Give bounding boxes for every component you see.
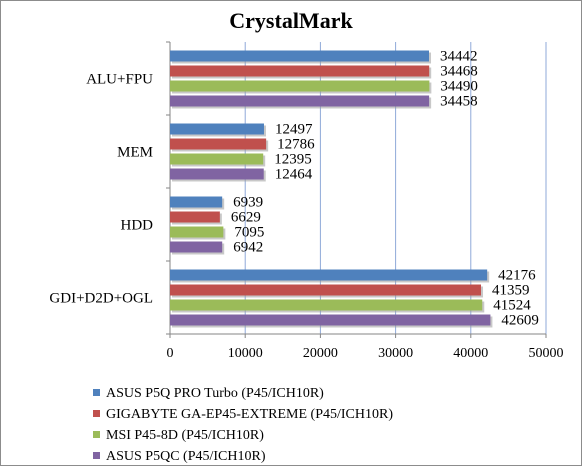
bar [170, 284, 482, 296]
legend-swatch [93, 431, 100, 439]
data-label: 34458 [440, 94, 478, 110]
bar [170, 269, 488, 281]
bar [170, 65, 430, 77]
bar [170, 95, 430, 107]
data-label: 6942 [233, 240, 263, 256]
bar [170, 226, 224, 238]
legend-item: GIGABYTE GA-EP45-EXTREME (P45/ICH10R) [93, 404, 393, 425]
data-label: 12786 [277, 137, 315, 153]
bar [170, 138, 267, 150]
data-label: 34490 [440, 79, 478, 95]
legend-item: ASUS P5QC (P45/ICH10R) [93, 446, 393, 467]
x-tick-label: 40000 [453, 346, 488, 361]
bar [170, 211, 220, 223]
bar [170, 314, 491, 326]
y-category-label: ALU+FPU [86, 72, 153, 88]
x-tick-label: 30000 [378, 346, 413, 361]
bar [170, 196, 223, 208]
bar [170, 123, 264, 135]
data-label: 12395 [274, 152, 312, 168]
bar [170, 50, 430, 62]
data-label: 12464 [275, 167, 313, 183]
legend-item: MSI P45-8D (P45/ICH10R) [93, 425, 393, 446]
legend-swatch [93, 389, 100, 397]
y-category-label: MEM [117, 145, 153, 161]
x-tick-label: 10000 [228, 346, 263, 361]
legend-label: ASUS P5QC (P45/ICH10R) [106, 449, 266, 464]
legend-swatch [93, 410, 100, 418]
x-tick-label: 50000 [529, 346, 564, 361]
data-label: 12497 [275, 122, 313, 138]
data-label: 7095 [234, 225, 264, 241]
x-tick-label: 0 [167, 346, 174, 361]
data-label: 42176 [498, 268, 536, 284]
data-label: 6939 [233, 195, 263, 211]
bar [170, 168, 264, 180]
bar [170, 241, 223, 253]
data-label: 41359 [492, 283, 529, 299]
bar [170, 153, 264, 165]
chart-legend: ASUS P5Q PRO Turbo (P45/ICH10R) GIGABYTE … [93, 383, 393, 467]
data-label: 42609 [501, 313, 539, 329]
legend-label: GIGABYTE GA-EP45-EXTREME (P45/ICH10R) [106, 407, 393, 422]
legend-label: MSI P45-8D (P45/ICH10R) [106, 428, 264, 443]
y-category-label: HDD [121, 218, 154, 234]
bar [170, 80, 430, 92]
chart-title: CrystalMark [229, 8, 353, 33]
bar [170, 299, 483, 311]
legend-label: ASUS P5Q PRO Turbo (P45/ICH10R) [106, 386, 324, 401]
data-label: 34442 [440, 49, 478, 65]
legend-swatch [93, 452, 100, 460]
data-label: 41524 [493, 298, 531, 314]
data-label: 34468 [440, 64, 478, 80]
data-label: 6629 [231, 210, 261, 226]
legend-item: ASUS P5Q PRO Turbo (P45/ICH10R) [93, 383, 393, 404]
y-category-label: GDI+D2D+OGL [49, 291, 153, 307]
x-tick-label: 20000 [303, 346, 338, 361]
